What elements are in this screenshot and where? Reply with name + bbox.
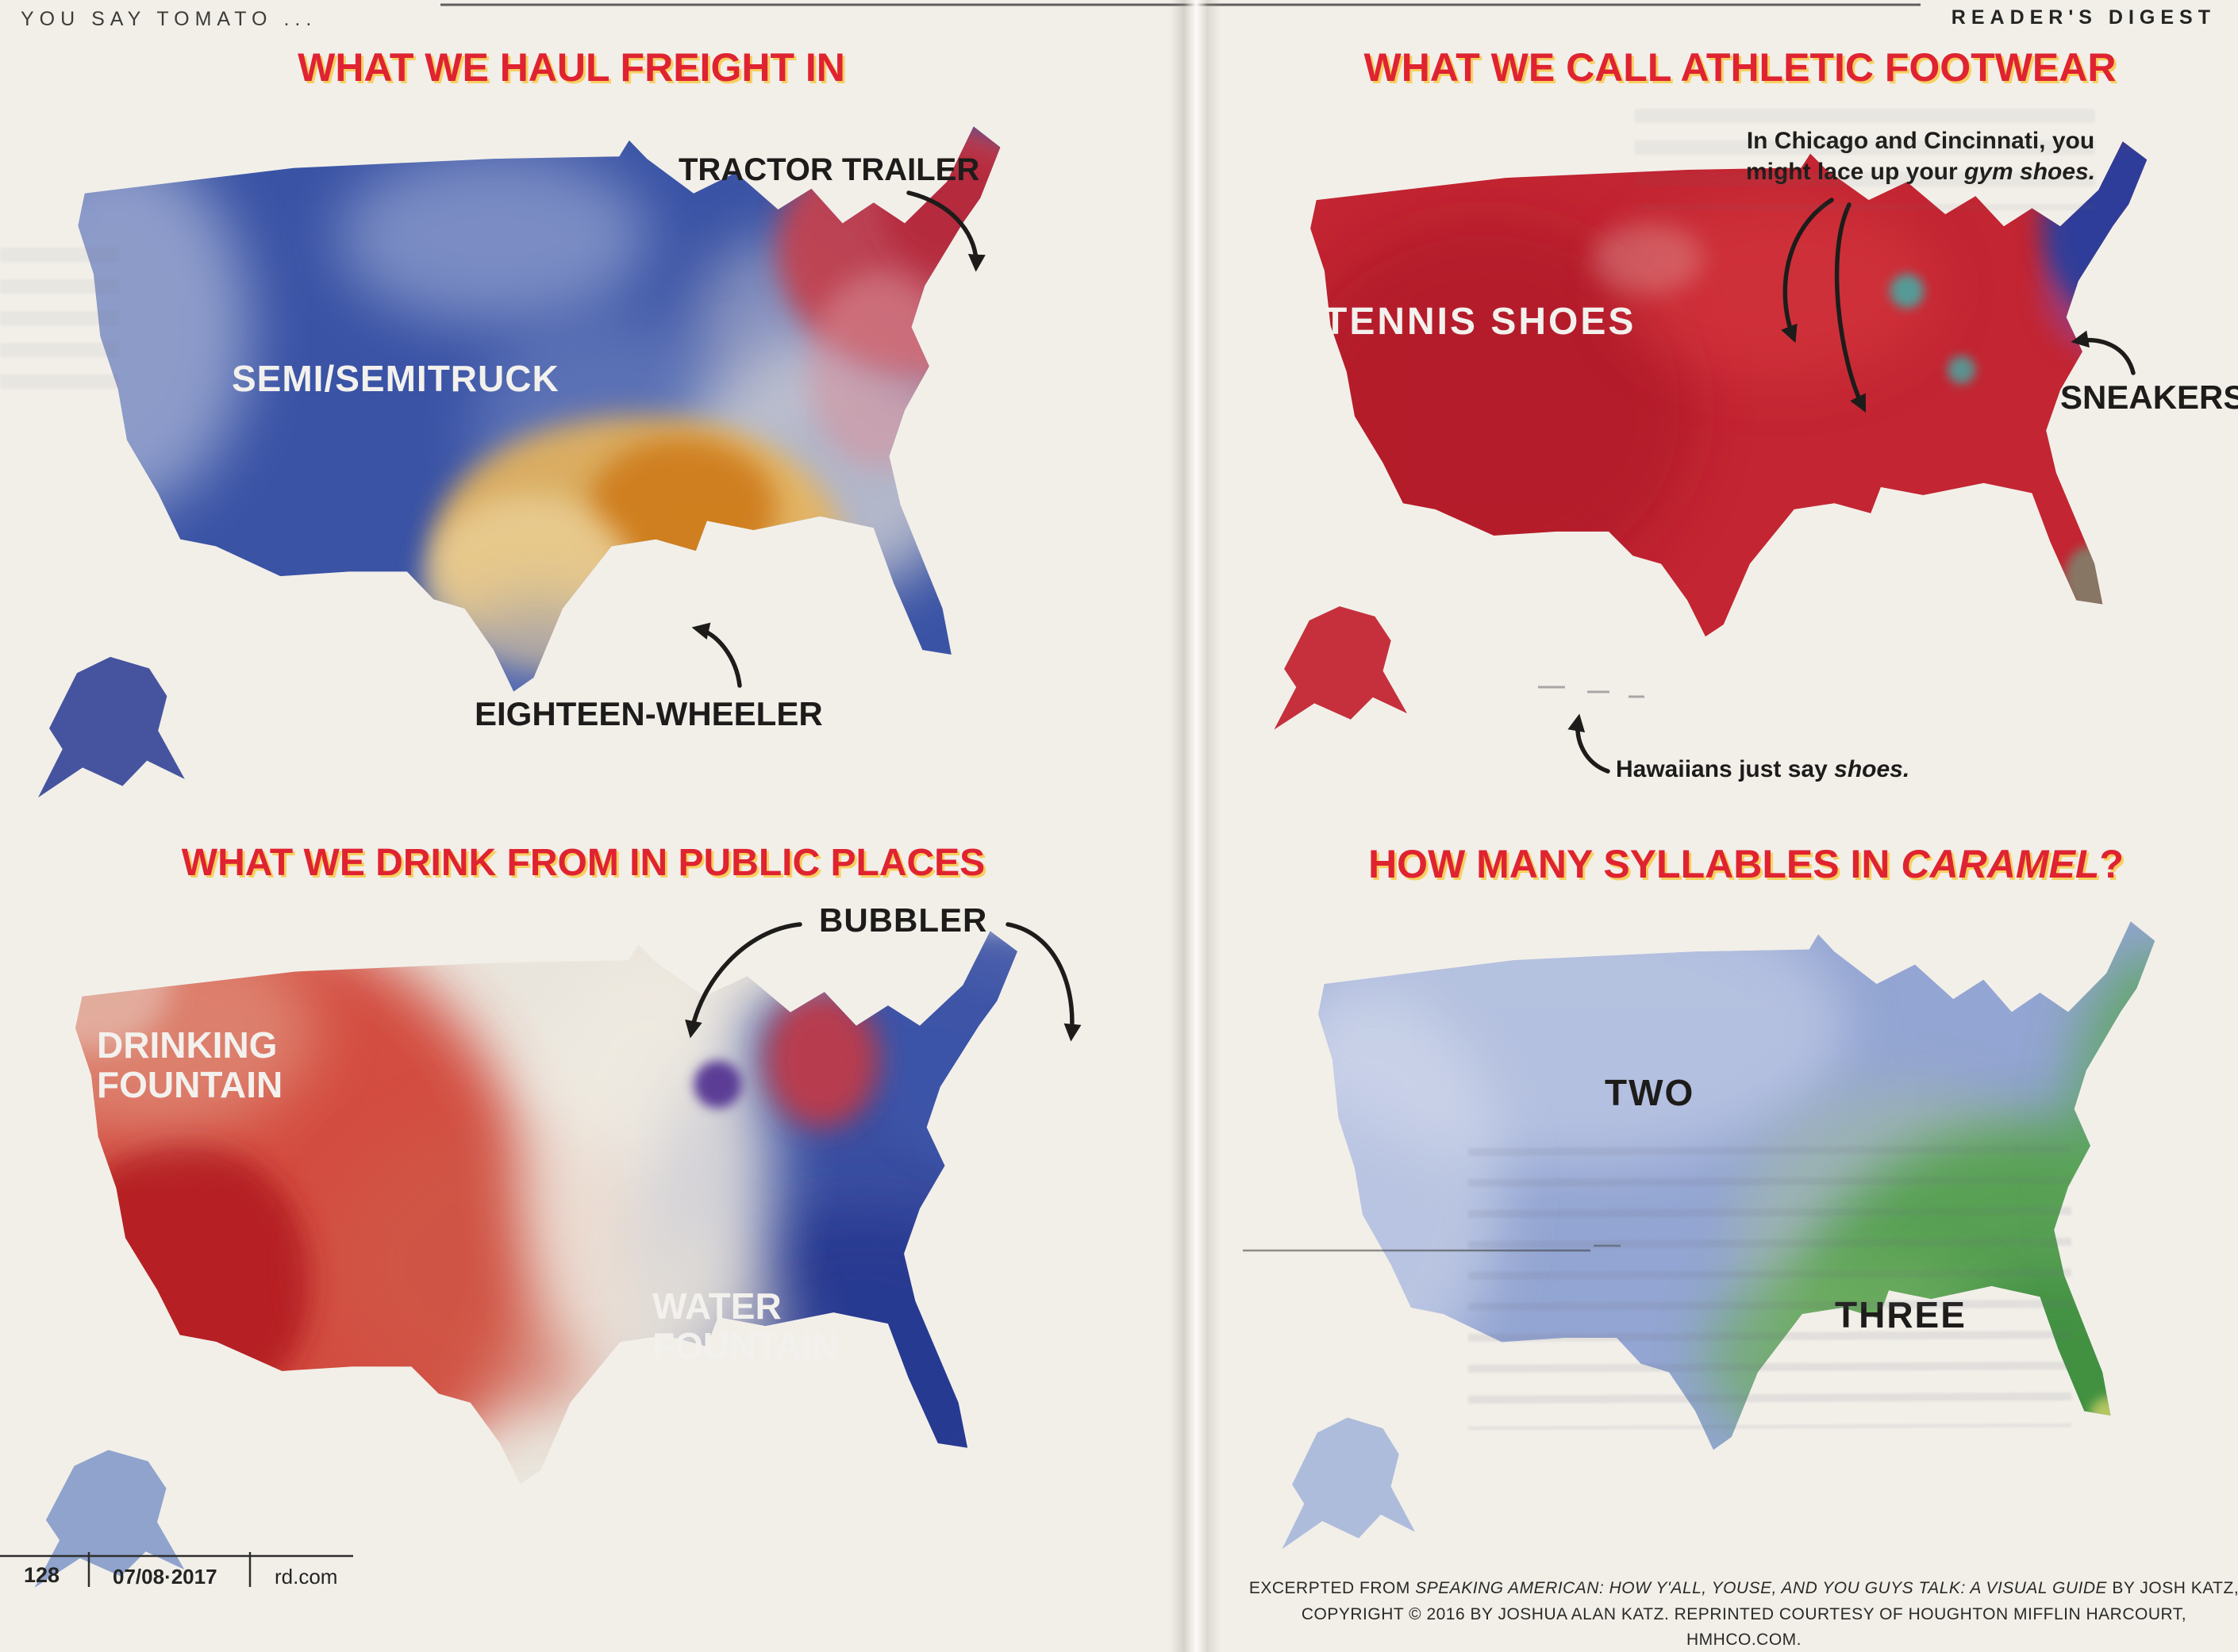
drink-wisconsin-bubbler-spot (694, 1060, 742, 1108)
map-shading (338, 150, 649, 324)
label-water-line1: WATER (652, 1285, 782, 1327)
note-hawaii: Hawaiians just say shoes. (1616, 754, 1909, 785)
alaska-footwear (1274, 606, 1408, 730)
caramel-title-suffix: ? (2099, 842, 2124, 886)
drink-map-body (75, 931, 1017, 1485)
attribution-line1-italic: SPEAKING AMERICAN: HOW Y'ALL, YOUSE, AND… (1415, 1579, 2108, 1597)
note-gym-italic: gym shoes. (1963, 159, 2096, 185)
map-shading (2064, 545, 2117, 615)
map-shading (865, 931, 1017, 1175)
map-drink (34, 931, 1017, 1588)
map-freight (38, 126, 1001, 798)
header-left-text: YOU SAY TOMATO ... (21, 8, 317, 30)
freight-title: WHAT WE HAUL FREIGHT IN (298, 45, 845, 90)
note-gym-shoes: In Chicago and Cincinnati, you might lac… (1714, 125, 2127, 187)
map-caramel (1282, 921, 2155, 1550)
caramel-map-body (1318, 921, 2155, 1450)
label-drinking-fountain: DRINKING FOUNTAIN (97, 1024, 283, 1105)
label-eighteen-wheeler: EIGHTEEN-WHEELER (475, 695, 823, 732)
map-shading (1705, 1256, 2008, 1450)
map-footwear (1274, 141, 2148, 730)
label-drinking-line1: DRINKING (97, 1024, 278, 1066)
website-url: rd.com (275, 1565, 338, 1589)
caramel-title-prefix: HOW MANY SYLLABLES IN (1368, 842, 1902, 886)
attribution-line2: COPYRIGHT © 2016 BY JOSHUA ALAN KATZ. RE… (1301, 1604, 2187, 1650)
footwear-map-body (1310, 141, 2148, 637)
map-shading (808, 271, 953, 468)
freight-south-core (588, 437, 777, 581)
alaska-caramel (1282, 1417, 1416, 1550)
map-shading (2090, 1397, 2131, 1430)
attribution-line1-prefix: EXCERPTED FROM (1248, 1579, 1416, 1597)
attribution-line1-suffix: BY JOSH KATZ, (2107, 1579, 2238, 1597)
footwear-cincinnati-spot (1947, 355, 1976, 384)
label-water-line2: FOUNTAIN (652, 1324, 839, 1366)
issue-date: 07/08·2017 (113, 1565, 217, 1589)
header-right-text: READER'S DIGEST (1951, 6, 2216, 29)
drink-title: WHAT WE DRINK FROM IN PUBLIC PLACES (181, 842, 986, 884)
attribution-text: EXCERPTED FROM SPEAKING AMERICAN: HOW Y'… (1242, 1576, 2238, 1652)
label-tennis-shoes: TENNIS SHOES (1324, 301, 1636, 343)
label-water-fountain: WATER FOUNTAIN (652, 1285, 839, 1366)
page-fold-crease (1170, 0, 1221, 1652)
alaska-freight (38, 656, 185, 798)
footwear-title: WHAT WE CALL ATHLETIC FOOTWEAR (1363, 45, 2117, 90)
label-semi-semitruck: SEMI/SEMITRUCK (232, 358, 560, 399)
drink-michigan-region (765, 992, 879, 1128)
caramel-title: HOW MANY SYLLABLES IN CARAMEL? (1242, 841, 2238, 887)
caramel-three-core (1932, 1278, 2155, 1450)
caramel-title-italic: CARAMEL (1901, 842, 2100, 886)
label-tractor-trailer: TRACTOR TRAILER (679, 152, 980, 187)
map-shading (590, 1231, 795, 1485)
note-gym-prefix: In Chicago and Cincinnati, you might lac… (1745, 128, 2095, 185)
map-shading (1318, 992, 1504, 1381)
drink-boston-bubbler-spot (993, 1008, 1017, 1039)
map-shading (1591, 223, 1703, 294)
drink-west-core (75, 1140, 313, 1423)
page-number: 128 (24, 1563, 60, 1587)
label-drinking-line2: FOUNTAIN (97, 1063, 283, 1105)
map-shading (78, 144, 249, 514)
label-bubbler: BUBBLER (819, 901, 988, 939)
label-sneakers: SNEAKERS (2060, 378, 2238, 416)
map-shading (2068, 949, 2155, 1327)
note-hawaii-italic: shoes. (1834, 756, 1910, 782)
label-three-syllables: THREE (1835, 1294, 1967, 1335)
footwear-chicago-spot (1890, 274, 1925, 309)
label-two-syllables: TWO (1605, 1072, 1695, 1113)
note-hawaii-prefix: Hawaiians just say (1616, 756, 1835, 782)
